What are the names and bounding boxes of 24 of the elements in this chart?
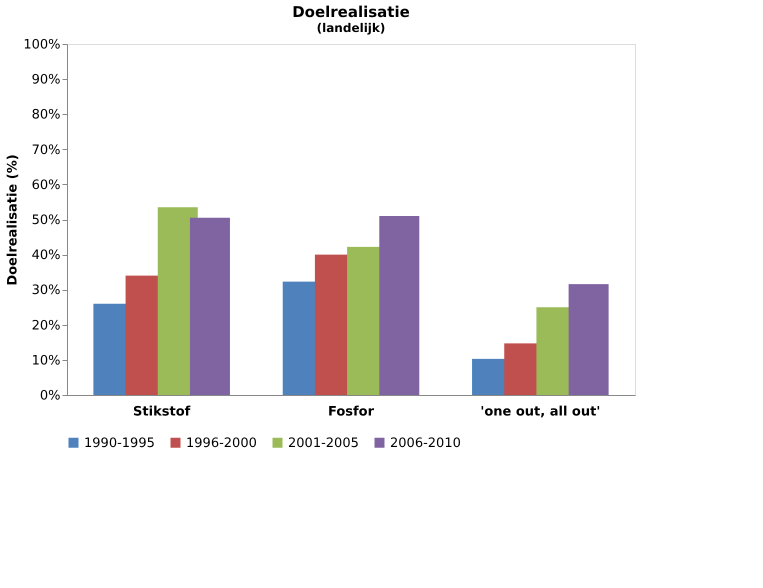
bar — [568, 284, 609, 395]
y-tick-label: 10% — [32, 353, 60, 368]
chart-subtitle: (landelijk) — [316, 21, 386, 35]
y-tick-label: 40% — [32, 248, 60, 264]
y-tick-label: 50% — [32, 213, 60, 228]
bar — [190, 218, 230, 395]
y-tick-label: 0% — [40, 388, 60, 404]
legend-label: 2006-2010 — [390, 436, 461, 451]
legend-label: 1990-1995 — [84, 436, 155, 451]
y-tick-label: 80% — [32, 108, 60, 123]
y-tick-label: 20% — [32, 318, 60, 334]
y-tick-label: 70% — [32, 142, 60, 158]
y-tick-label: 30% — [32, 283, 60, 298]
x-tick-label: Fosfor — [328, 404, 375, 420]
legend-label: 2001-2005 — [288, 436, 359, 451]
legend-label: 1996-2000 — [186, 436, 257, 451]
y-tick-label: 100% — [23, 38, 60, 52]
y-tick-label: 60% — [32, 178, 60, 193]
chart-title: Doelrealisatie — [292, 3, 410, 21]
y-axis-title: Doelrealisatie (%) — [5, 154, 20, 286]
y-tick-label: 90% — [32, 72, 60, 88]
x-tick-label: Stikstof — [133, 404, 191, 420]
bar — [379, 216, 420, 395]
x-tick-label: 'one out, all out' — [480, 404, 600, 420]
